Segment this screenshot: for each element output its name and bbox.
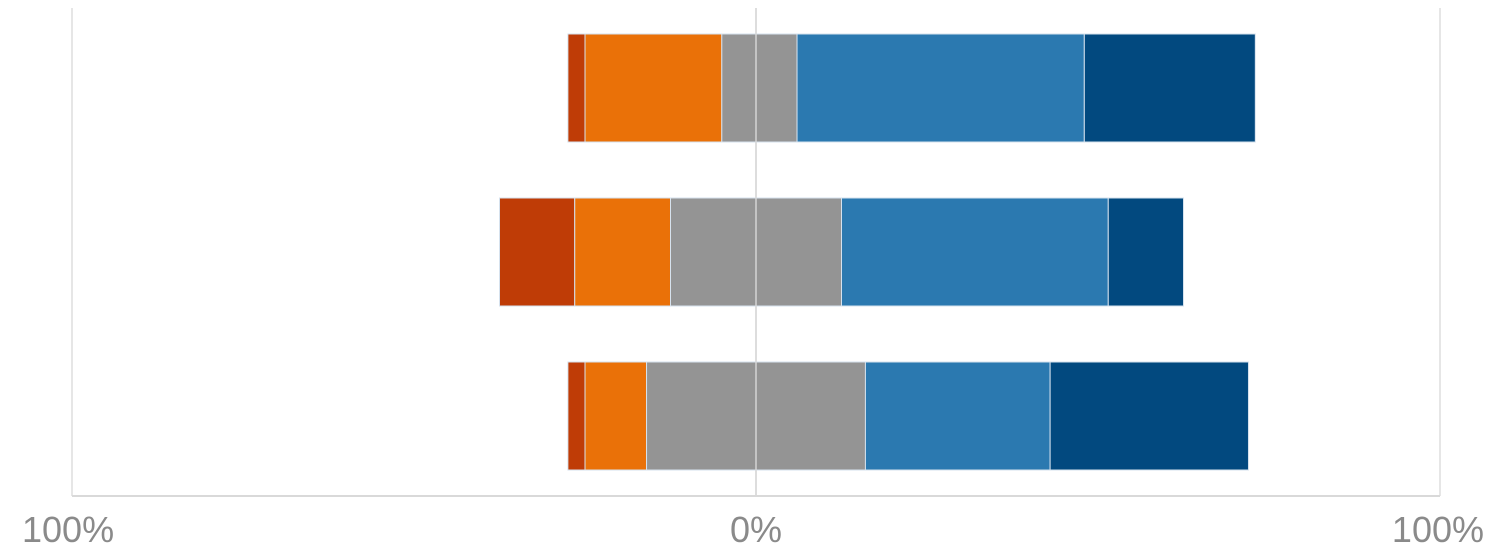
bar-row2-segment2 xyxy=(574,197,671,307)
bar-row1-segment4 xyxy=(796,33,1085,143)
bar-row2-segment1 xyxy=(499,197,576,307)
bar-row1-segment3 xyxy=(721,33,798,143)
x-tick-label-2: 100% xyxy=(1392,509,1484,550)
bar-row2-segment5 xyxy=(1107,197,1185,307)
bar-row2-segment4 xyxy=(841,197,1109,307)
bar-row1-segment5 xyxy=(1083,33,1256,143)
bar-row3-segment5 xyxy=(1049,361,1249,471)
tick-labels-layer: 100% 0% 100% xyxy=(22,509,1484,550)
axis-layer xyxy=(72,8,1440,497)
bar-row3-segment4 xyxy=(864,361,1051,471)
x-tick-label-1: 0% xyxy=(730,509,782,550)
bar-row1-segment1 xyxy=(567,33,586,143)
bar-row1-segment2 xyxy=(584,33,723,143)
bars-layer xyxy=(499,33,1256,471)
bar-row3-segment2 xyxy=(584,361,648,471)
x-tick-label-0: 100% xyxy=(22,509,114,550)
bar-row3-segment1 xyxy=(567,361,586,471)
